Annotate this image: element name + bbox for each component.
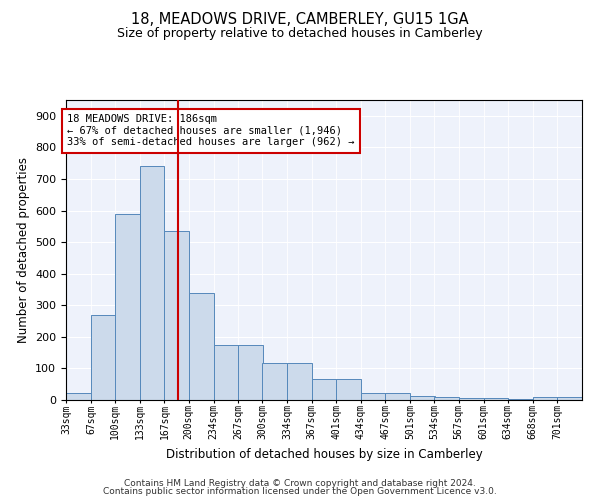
Text: Size of property relative to detached houses in Camberley: Size of property relative to detached ho… — [117, 28, 483, 40]
Bar — [164, 231, 190, 400]
Bar — [287, 362, 312, 400]
Bar — [484, 398, 508, 400]
Bar — [189, 294, 214, 400]
Bar — [410, 396, 435, 400]
Bar — [337, 378, 361, 400]
Bar — [140, 166, 164, 400]
Bar — [238, 344, 263, 400]
Bar — [557, 398, 582, 400]
Bar — [115, 214, 140, 400]
Bar — [434, 397, 459, 400]
Bar — [66, 393, 91, 400]
Bar — [262, 362, 287, 400]
Y-axis label: Number of detached properties: Number of detached properties — [17, 157, 29, 343]
Text: Contains public sector information licensed under the Open Government Licence v3: Contains public sector information licen… — [103, 487, 497, 496]
X-axis label: Distribution of detached houses by size in Camberley: Distribution of detached houses by size … — [166, 448, 482, 461]
Bar — [91, 314, 116, 400]
Text: 18, MEADOWS DRIVE, CAMBERLEY, GU15 1GA: 18, MEADOWS DRIVE, CAMBERLEY, GU15 1GA — [131, 12, 469, 28]
Bar — [385, 393, 410, 400]
Bar — [533, 398, 558, 400]
Bar — [361, 393, 386, 400]
Text: 18 MEADOWS DRIVE: 186sqm
← 67% of detached houses are smaller (1,946)
33% of sem: 18 MEADOWS DRIVE: 186sqm ← 67% of detach… — [67, 114, 355, 148]
Text: Contains HM Land Registry data © Crown copyright and database right 2024.: Contains HM Land Registry data © Crown c… — [124, 478, 476, 488]
Bar — [458, 398, 484, 400]
Bar — [311, 378, 337, 400]
Bar — [214, 344, 239, 400]
